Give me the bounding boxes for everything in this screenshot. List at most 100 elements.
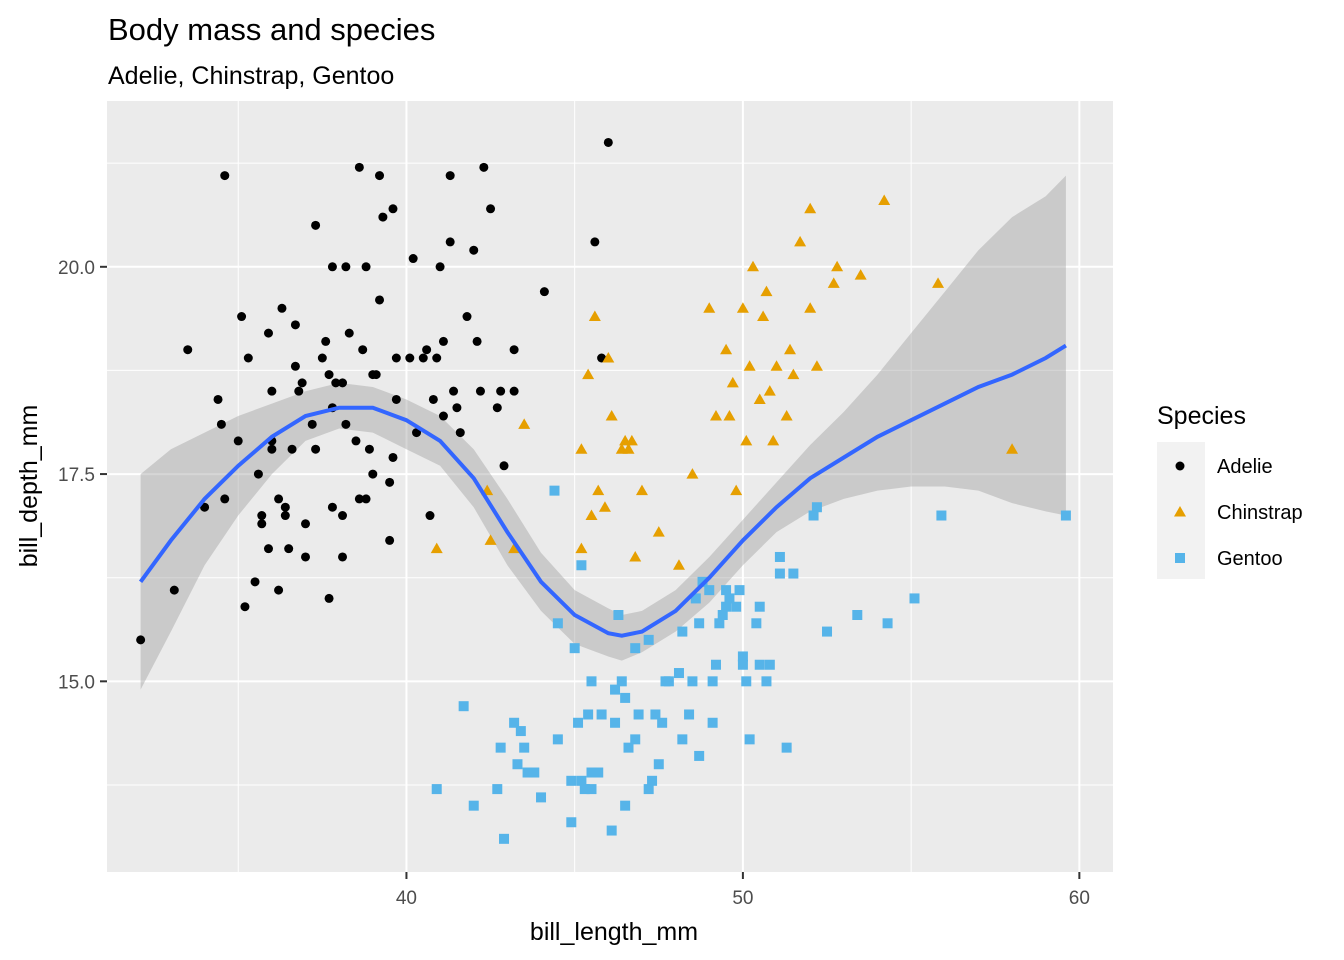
adelie-point [378, 212, 388, 222]
gentoo-point [606, 825, 617, 836]
gentoo-point [509, 717, 520, 728]
gentoo-point [613, 610, 624, 620]
chinstrap-point [598, 501, 611, 512]
gentoo-point [774, 551, 785, 562]
y-tick-label: 17.5 [58, 465, 95, 486]
chinstrap-point [753, 393, 766, 404]
legend-key-adelie [1175, 461, 1185, 471]
adelie-point [253, 469, 263, 479]
adelie-point [290, 320, 300, 330]
adelie-point [438, 411, 448, 421]
chinstrap-point [652, 526, 665, 537]
adelie-point [391, 394, 401, 404]
adelie-point [263, 544, 273, 554]
gentoo-point [610, 717, 621, 728]
gentoo-point [586, 767, 597, 778]
chinstrap-point [810, 360, 823, 371]
chinstrap-point [827, 277, 840, 288]
gentoo-point [579, 784, 590, 795]
adelie-point [213, 394, 223, 404]
chinstrap-point [625, 434, 638, 446]
gentoo-point [522, 767, 533, 778]
gentoo-point [566, 775, 577, 786]
gentoo-point [677, 626, 688, 637]
adelie-point [257, 511, 267, 521]
adelie-point [449, 386, 459, 396]
gentoo-point [576, 560, 587, 571]
chinstrap-point [726, 376, 739, 388]
series-chinstrap [430, 194, 1019, 570]
adelie-point [338, 378, 348, 388]
adelie-point [338, 511, 348, 521]
adelie-point [280, 502, 290, 512]
gentoo-point [586, 784, 597, 795]
adelie-point [462, 312, 472, 322]
adelie-point [469, 245, 479, 255]
chinstrap-point [484, 534, 497, 545]
gentoo-point [573, 717, 584, 728]
adelie-point [257, 519, 267, 529]
series-gentoo [431, 485, 1071, 844]
y-tick-label: 15.0 [58, 672, 95, 693]
gentoo-point [754, 601, 765, 612]
confidence-band [140, 175, 1066, 690]
legend-label-chinstrap: Chinstrap [1217, 502, 1303, 524]
adelie-point [428, 394, 438, 404]
adelie-point [287, 444, 297, 454]
gentoo-point [593, 767, 604, 778]
adelie-point [183, 345, 193, 355]
adelie-point [317, 353, 327, 363]
adelie-point [263, 328, 273, 338]
gentoo-point [909, 593, 920, 604]
chinstrap-point [602, 352, 615, 363]
adelie-point [422, 345, 432, 355]
gentoo-point [734, 585, 745, 596]
adelie-point [486, 204, 496, 214]
gentoo-point [623, 742, 634, 753]
gentoo-point [495, 742, 506, 753]
chinstrap-point [672, 559, 685, 570]
adelie-point [385, 477, 395, 487]
gentoo-point [653, 759, 664, 770]
gentoo-point [643, 634, 654, 645]
x-tick-label: 40 [396, 888, 417, 909]
chinstrap-point [794, 235, 807, 247]
chinstrap-point [575, 443, 588, 454]
adelie-point [301, 519, 311, 529]
adelie-point [338, 552, 348, 562]
chinstrap-point [831, 260, 844, 272]
gentoo-point [620, 800, 631, 811]
chinstrap-point [760, 285, 773, 297]
adelie-point [499, 461, 509, 471]
adelie-point [364, 444, 374, 454]
adelie-point [361, 494, 371, 504]
gentoo-point [822, 626, 833, 637]
adelie-point [344, 328, 354, 338]
gentoo-point [707, 676, 718, 687]
chinstrap-point [757, 310, 770, 322]
gentoo-point [721, 601, 732, 612]
chinstrap-point [746, 260, 759, 272]
gentoo-point [852, 610, 863, 620]
gentoo-point [673, 668, 684, 679]
adelie-point [294, 386, 304, 396]
adelie-point [603, 137, 613, 147]
chinstrap-point [804, 202, 817, 214]
chinstrap-point [518, 418, 531, 429]
adelie-point [412, 428, 422, 438]
adelie-point [301, 552, 311, 562]
gentoo-point [458, 701, 469, 712]
gentoo-point [751, 618, 762, 629]
gentoo-point [650, 709, 661, 720]
adelie-point [368, 469, 378, 479]
gentoo-point [704, 585, 715, 596]
legend-key-chinstrap [1174, 506, 1186, 517]
gentoo-point [657, 717, 668, 728]
chinstrap-point [743, 360, 756, 371]
adelie-point [492, 403, 502, 413]
series-adelie [136, 137, 613, 645]
chinstrap-point [592, 484, 605, 496]
adelie-point [307, 419, 317, 429]
gentoo-point [1060, 510, 1071, 521]
chinstrap-point [730, 484, 743, 496]
